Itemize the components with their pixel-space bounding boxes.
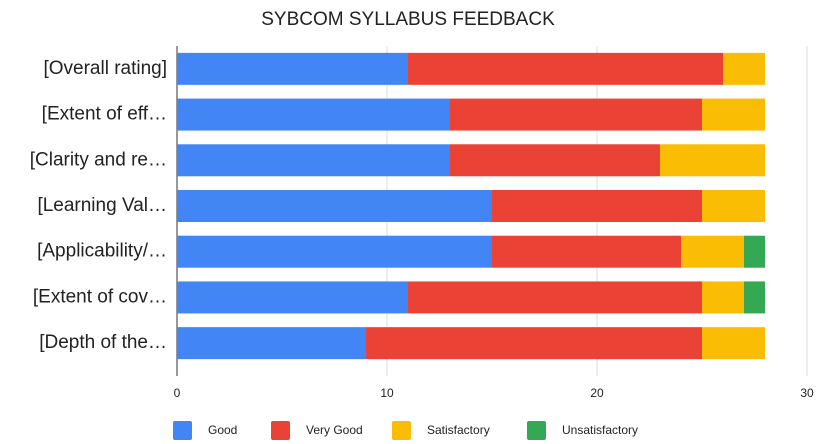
bar-segment bbox=[702, 98, 765, 131]
x-tick-label: 10 bbox=[380, 386, 394, 400]
bar-segment bbox=[492, 190, 702, 222]
bar-segment bbox=[450, 144, 660, 177]
x-tick-label: 0 bbox=[174, 386, 181, 400]
bar-segment bbox=[660, 144, 765, 177]
y-tick-label: [Extent of cov… bbox=[33, 286, 167, 307]
y-tick-label: [Applicability/… bbox=[37, 241, 167, 262]
bar-segment bbox=[744, 235, 765, 268]
bar-segment bbox=[702, 190, 765, 222]
chart-title: SYBCOM SYLLABUS FEEDBACK bbox=[261, 9, 555, 30]
bar-segment bbox=[702, 281, 744, 314]
x-tick-label: 20 bbox=[590, 386, 604, 400]
bar-segment bbox=[492, 235, 681, 268]
bar-segment bbox=[366, 327, 702, 360]
bar-segment bbox=[681, 235, 744, 268]
y-tick-label: [Extent of eff… bbox=[42, 104, 167, 125]
x-tick-label: 30 bbox=[800, 386, 814, 400]
bar-segment bbox=[177, 235, 492, 268]
legend-swatch bbox=[173, 421, 192, 440]
bar-segment bbox=[177, 190, 492, 222]
y-tick-label: [Learning Val… bbox=[37, 195, 167, 216]
bar-segment bbox=[177, 327, 366, 360]
bar-segment bbox=[408, 281, 702, 314]
bar-segment bbox=[702, 327, 765, 360]
bar-segment bbox=[450, 98, 702, 131]
bar-segment bbox=[177, 144, 450, 177]
bar-segment bbox=[177, 52, 408, 85]
legend-label: Unsatisfactory bbox=[562, 423, 638, 437]
bar-segment bbox=[744, 281, 765, 314]
y-tick-label: [Clarity and re… bbox=[30, 149, 167, 170]
legend-swatch bbox=[527, 421, 546, 440]
legend-swatch bbox=[392, 421, 411, 440]
bar-segment bbox=[177, 98, 450, 131]
bar-segment bbox=[723, 52, 765, 85]
bar-segment bbox=[177, 281, 408, 314]
y-tick-label: [Depth of the… bbox=[39, 332, 167, 353]
legend-swatch bbox=[271, 421, 290, 440]
legend-label: Very Good bbox=[306, 423, 363, 437]
bar-segment bbox=[408, 52, 723, 85]
y-tick-label: [Overall rating] bbox=[43, 58, 167, 79]
legend-label: Good bbox=[208, 423, 237, 437]
legend-label: Satisfactory bbox=[427, 423, 490, 437]
